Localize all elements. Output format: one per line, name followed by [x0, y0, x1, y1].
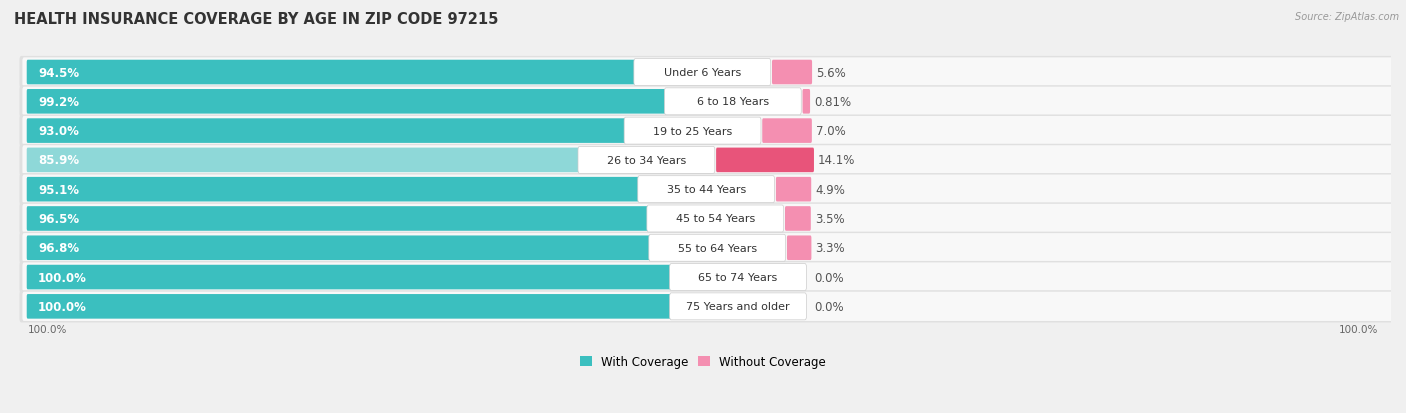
Text: 75 Years and older: 75 Years and older: [686, 301, 790, 311]
FancyBboxPatch shape: [669, 293, 807, 320]
Text: 7.0%: 7.0%: [815, 125, 845, 138]
FancyBboxPatch shape: [669, 264, 807, 291]
Text: Under 6 Years: Under 6 Years: [664, 68, 741, 78]
FancyBboxPatch shape: [20, 57, 1393, 89]
FancyBboxPatch shape: [803, 90, 810, 114]
FancyBboxPatch shape: [27, 119, 633, 144]
Text: 95.1%: 95.1%: [38, 183, 79, 196]
Text: 0.0%: 0.0%: [814, 271, 844, 284]
FancyBboxPatch shape: [762, 119, 811, 144]
FancyBboxPatch shape: [22, 292, 1392, 321]
Text: 99.2%: 99.2%: [38, 95, 79, 109]
FancyBboxPatch shape: [20, 261, 1393, 294]
Text: 35 to 44 Years: 35 to 44 Years: [666, 185, 745, 195]
Text: 14.1%: 14.1%: [818, 154, 855, 167]
FancyBboxPatch shape: [638, 176, 775, 203]
FancyBboxPatch shape: [776, 178, 811, 202]
Text: 0.81%: 0.81%: [814, 95, 851, 109]
FancyBboxPatch shape: [665, 89, 801, 116]
FancyBboxPatch shape: [647, 206, 783, 233]
FancyBboxPatch shape: [27, 148, 586, 173]
FancyBboxPatch shape: [648, 235, 786, 261]
FancyBboxPatch shape: [27, 90, 673, 114]
Text: 100.0%: 100.0%: [1339, 324, 1378, 335]
Text: 55 to 64 Years: 55 to 64 Years: [678, 243, 756, 253]
Text: 6 to 18 Years: 6 to 18 Years: [697, 97, 769, 107]
FancyBboxPatch shape: [634, 59, 770, 86]
FancyBboxPatch shape: [22, 234, 1392, 263]
Text: 93.0%: 93.0%: [38, 125, 79, 138]
Legend: With Coverage, Without Coverage: With Coverage, Without Coverage: [579, 355, 827, 368]
Text: 4.9%: 4.9%: [815, 183, 845, 196]
FancyBboxPatch shape: [22, 146, 1392, 175]
Text: 0.0%: 0.0%: [814, 300, 844, 313]
FancyBboxPatch shape: [20, 290, 1393, 323]
FancyBboxPatch shape: [27, 265, 679, 290]
FancyBboxPatch shape: [27, 178, 647, 202]
FancyBboxPatch shape: [27, 61, 643, 85]
FancyBboxPatch shape: [787, 236, 811, 261]
FancyBboxPatch shape: [785, 206, 811, 231]
FancyBboxPatch shape: [20, 115, 1393, 147]
FancyBboxPatch shape: [20, 232, 1393, 264]
FancyBboxPatch shape: [716, 148, 814, 173]
Text: 96.5%: 96.5%: [38, 212, 79, 225]
FancyBboxPatch shape: [22, 175, 1392, 204]
Text: 45 to 54 Years: 45 to 54 Years: [676, 214, 755, 224]
Text: 3.3%: 3.3%: [815, 242, 845, 255]
FancyBboxPatch shape: [27, 294, 679, 319]
FancyBboxPatch shape: [20, 145, 1393, 177]
Text: 26 to 34 Years: 26 to 34 Years: [607, 156, 686, 166]
FancyBboxPatch shape: [22, 88, 1392, 116]
Text: 5.6%: 5.6%: [815, 66, 846, 79]
FancyBboxPatch shape: [624, 118, 761, 145]
Text: 85.9%: 85.9%: [38, 154, 79, 167]
Text: 100.0%: 100.0%: [38, 300, 87, 313]
FancyBboxPatch shape: [20, 203, 1393, 235]
Text: 100.0%: 100.0%: [28, 324, 67, 335]
Text: 96.8%: 96.8%: [38, 242, 79, 255]
Text: 65 to 74 Years: 65 to 74 Years: [699, 273, 778, 282]
Text: 100.0%: 100.0%: [38, 271, 87, 284]
FancyBboxPatch shape: [22, 204, 1392, 234]
FancyBboxPatch shape: [22, 263, 1392, 292]
FancyBboxPatch shape: [27, 206, 655, 231]
FancyBboxPatch shape: [578, 147, 714, 174]
Text: 94.5%: 94.5%: [38, 66, 79, 79]
FancyBboxPatch shape: [27, 236, 658, 261]
Text: Source: ZipAtlas.com: Source: ZipAtlas.com: [1295, 12, 1399, 22]
FancyBboxPatch shape: [20, 86, 1393, 118]
FancyBboxPatch shape: [772, 61, 813, 85]
Text: 19 to 25 Years: 19 to 25 Years: [652, 126, 733, 136]
FancyBboxPatch shape: [22, 58, 1392, 88]
Text: HEALTH INSURANCE COVERAGE BY AGE IN ZIP CODE 97215: HEALTH INSURANCE COVERAGE BY AGE IN ZIP …: [14, 12, 499, 27]
Text: 3.5%: 3.5%: [815, 212, 845, 225]
FancyBboxPatch shape: [20, 173, 1393, 206]
FancyBboxPatch shape: [22, 116, 1392, 146]
